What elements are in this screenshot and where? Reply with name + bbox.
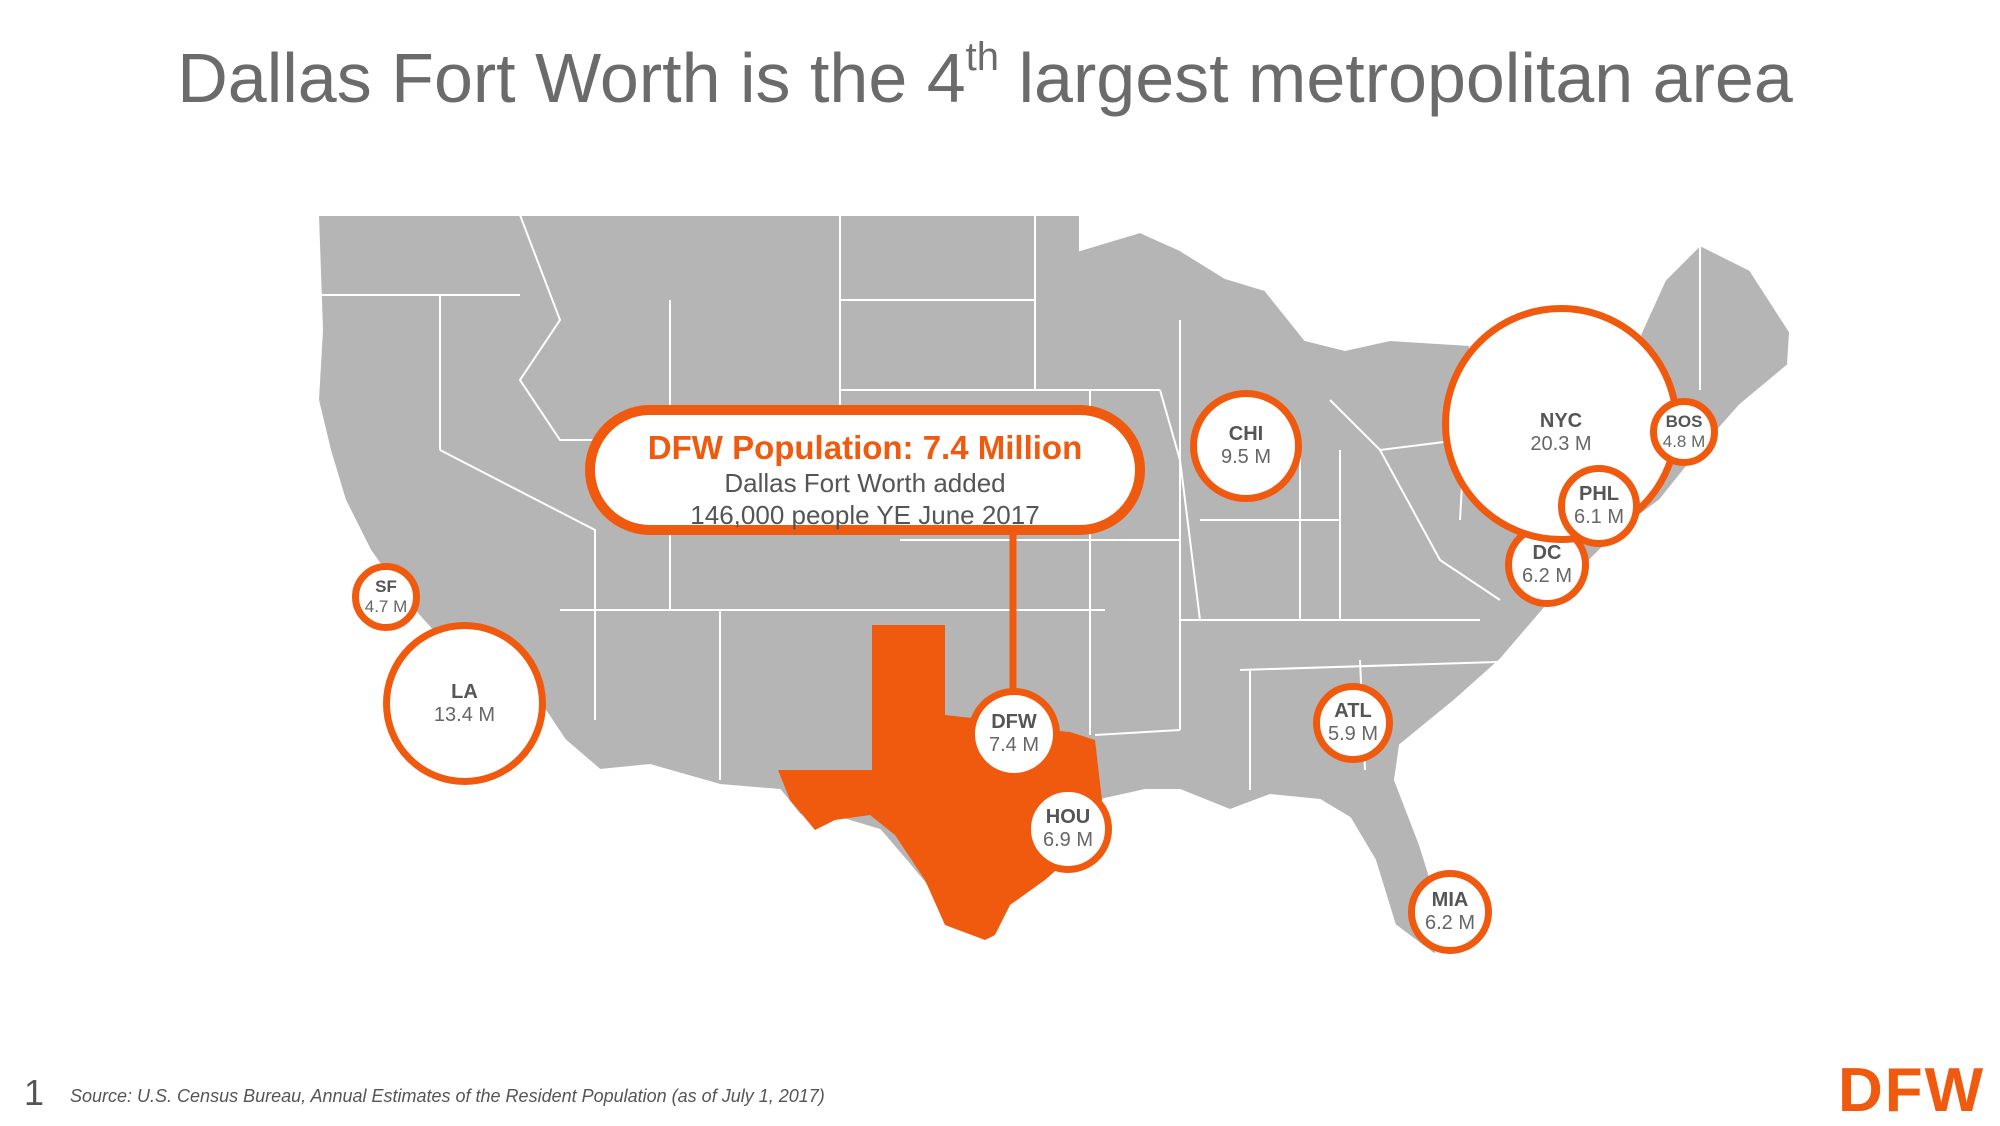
city-value: 6.2 M [1424, 912, 1476, 934]
city-marker-sf: SF 4.7 M [352, 563, 420, 631]
title-main: Dallas Fort Worth is the 4 [177, 39, 966, 117]
callout-line-1: Dallas Fort Worth added [724, 468, 1006, 498]
city-value: 13.4 M [433, 703, 496, 726]
city-marker-mia: MIA 6.2 M [1408, 870, 1492, 954]
city-name: HOU [1045, 806, 1091, 828]
page-title: Dallas Fort Worth is the 4th largest met… [0, 34, 1970, 118]
city-marker-bos: BOS 4.8 M [1650, 398, 1718, 466]
city-value: 4.7 M [364, 597, 408, 616]
callout-headline: DFW Population: 7.4 Million [647, 429, 1083, 466]
source-note: Source: U.S. Census Bureau, Annual Estim… [70, 1086, 825, 1106]
city-value: 6.2 M [1521, 565, 1573, 587]
city-marker-dfw: DFW 7.4 M [968, 688, 1060, 780]
city-value: 6.1 M [1573, 506, 1625, 528]
city-value: 4.8 M [1662, 432, 1706, 451]
city-marker-phl: PHL 6.1 M [1558, 465, 1640, 547]
city-name: NYC [1539, 410, 1583, 432]
city-marker-atl: ATL 5.9 M [1313, 683, 1393, 763]
title-rest: largest metropolitan area [999, 39, 1793, 117]
city-value: 7.4 M [988, 734, 1040, 756]
city-name: SF [375, 577, 397, 597]
dfw-logo: DFW [1838, 1056, 1986, 1125]
page-number: 1 [24, 1072, 45, 1113]
city-name: BOS [1665, 412, 1703, 432]
city-name: CHI [1228, 423, 1264, 445]
title-superscript: th [965, 34, 1000, 79]
city-name: ATL [1334, 700, 1372, 722]
callout-line-2: 146,000 people YE June 2017 [690, 500, 1040, 530]
city-marker-la: LA 13.4 M [383, 622, 546, 785]
city-name: DFW [991, 711, 1037, 733]
city-name: PHL [1579, 483, 1619, 505]
city-value: 6.9 M [1042, 829, 1094, 851]
dfw-population-callout: DFW Population: 7.4 Million Dallas Fort … [585, 405, 1145, 535]
city-value: 20.3 M [1530, 433, 1592, 455]
city-marker-chi: CHI 9.5 M [1190, 390, 1302, 502]
city-name: DC [1532, 542, 1562, 564]
city-name: MIA [1431, 889, 1469, 911]
city-name: LA [451, 680, 478, 703]
city-value: 9.5 M [1220, 446, 1272, 468]
texas-shape [778, 625, 1102, 940]
city-value: 5.9 M [1327, 723, 1379, 745]
city-marker-hou: HOU 6.9 M [1024, 785, 1112, 873]
